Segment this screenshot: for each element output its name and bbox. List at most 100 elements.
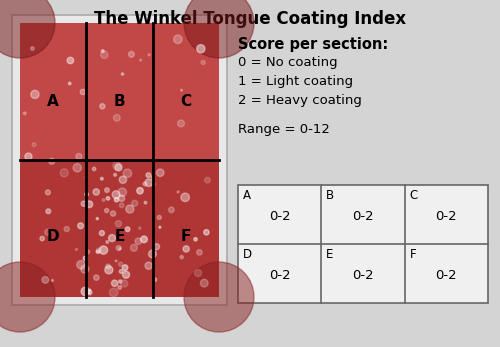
Circle shape [120, 270, 123, 273]
Circle shape [194, 270, 202, 277]
Circle shape [183, 246, 190, 252]
Circle shape [126, 227, 130, 231]
Circle shape [143, 182, 146, 186]
Circle shape [104, 209, 108, 213]
Circle shape [110, 211, 116, 216]
Text: Range = 0-12: Range = 0-12 [238, 122, 330, 135]
Circle shape [105, 266, 113, 274]
Circle shape [76, 153, 82, 160]
Circle shape [0, 0, 55, 58]
Circle shape [86, 176, 87, 178]
Circle shape [116, 221, 121, 227]
Circle shape [76, 248, 78, 251]
Circle shape [89, 293, 91, 295]
Bar [12, 15, 227, 305]
Circle shape [119, 248, 121, 250]
Circle shape [46, 209, 50, 214]
Circle shape [88, 290, 92, 294]
Circle shape [184, 262, 254, 332]
Circle shape [153, 278, 156, 282]
Text: B: B [326, 189, 334, 202]
Text: E: E [114, 229, 124, 244]
Circle shape [122, 271, 130, 278]
Circle shape [140, 59, 141, 61]
Circle shape [93, 189, 100, 195]
Text: 0-2: 0-2 [436, 269, 457, 282]
Circle shape [115, 164, 122, 171]
Circle shape [86, 250, 90, 254]
Circle shape [118, 262, 122, 266]
Circle shape [151, 176, 154, 179]
Text: 2 = Heavy coating: 2 = Heavy coating [238, 94, 362, 107]
Bar [20, 23, 219, 297]
Circle shape [130, 244, 138, 251]
Circle shape [132, 200, 138, 206]
Circle shape [158, 215, 162, 219]
Circle shape [83, 256, 87, 261]
Circle shape [86, 201, 92, 208]
Circle shape [138, 227, 141, 229]
Circle shape [100, 177, 103, 180]
Circle shape [110, 288, 118, 297]
Circle shape [118, 195, 124, 202]
Text: The Winkel Tongue Coating Index: The Winkel Tongue Coating Index [94, 10, 406, 28]
Circle shape [0, 262, 55, 332]
Circle shape [118, 188, 126, 196]
Circle shape [177, 191, 179, 193]
Circle shape [145, 179, 152, 187]
Circle shape [112, 191, 120, 198]
Bar [20, 23, 219, 160]
Circle shape [92, 167, 96, 171]
Circle shape [204, 230, 209, 235]
Circle shape [114, 174, 116, 176]
Circle shape [174, 35, 182, 44]
Circle shape [128, 51, 134, 57]
Circle shape [196, 45, 205, 53]
Circle shape [145, 262, 152, 269]
Circle shape [156, 169, 164, 177]
Circle shape [24, 112, 26, 115]
Circle shape [114, 198, 118, 202]
Circle shape [116, 246, 121, 251]
Circle shape [201, 60, 205, 65]
Circle shape [96, 248, 102, 253]
Text: D: D [243, 248, 252, 261]
Text: 0-2: 0-2 [436, 210, 457, 223]
Circle shape [49, 158, 55, 164]
Circle shape [52, 279, 54, 281]
Text: F: F [180, 229, 191, 244]
Circle shape [106, 240, 108, 244]
Text: D: D [47, 229, 60, 244]
Circle shape [73, 163, 82, 172]
Circle shape [80, 89, 86, 95]
Circle shape [100, 246, 108, 254]
Circle shape [200, 279, 208, 287]
Circle shape [42, 277, 48, 283]
Circle shape [40, 236, 44, 241]
Circle shape [76, 261, 85, 269]
Circle shape [85, 193, 88, 196]
Circle shape [78, 223, 84, 229]
Bar [20, 160, 219, 297]
Text: F: F [410, 248, 416, 261]
Circle shape [122, 73, 124, 75]
Circle shape [32, 143, 36, 146]
Circle shape [114, 115, 120, 121]
Circle shape [112, 162, 120, 170]
Circle shape [126, 205, 134, 213]
Text: E: E [326, 248, 334, 261]
Circle shape [118, 286, 122, 289]
Circle shape [168, 207, 174, 213]
Circle shape [154, 244, 160, 250]
Text: 0-2: 0-2 [352, 210, 374, 223]
Circle shape [102, 199, 105, 201]
Circle shape [152, 183, 155, 186]
Circle shape [204, 177, 210, 183]
Circle shape [119, 176, 126, 184]
Circle shape [30, 47, 34, 50]
Circle shape [81, 201, 86, 206]
Circle shape [178, 120, 184, 127]
Circle shape [120, 203, 124, 208]
Text: Score per section:: Score per section: [238, 37, 388, 52]
Circle shape [31, 90, 39, 99]
